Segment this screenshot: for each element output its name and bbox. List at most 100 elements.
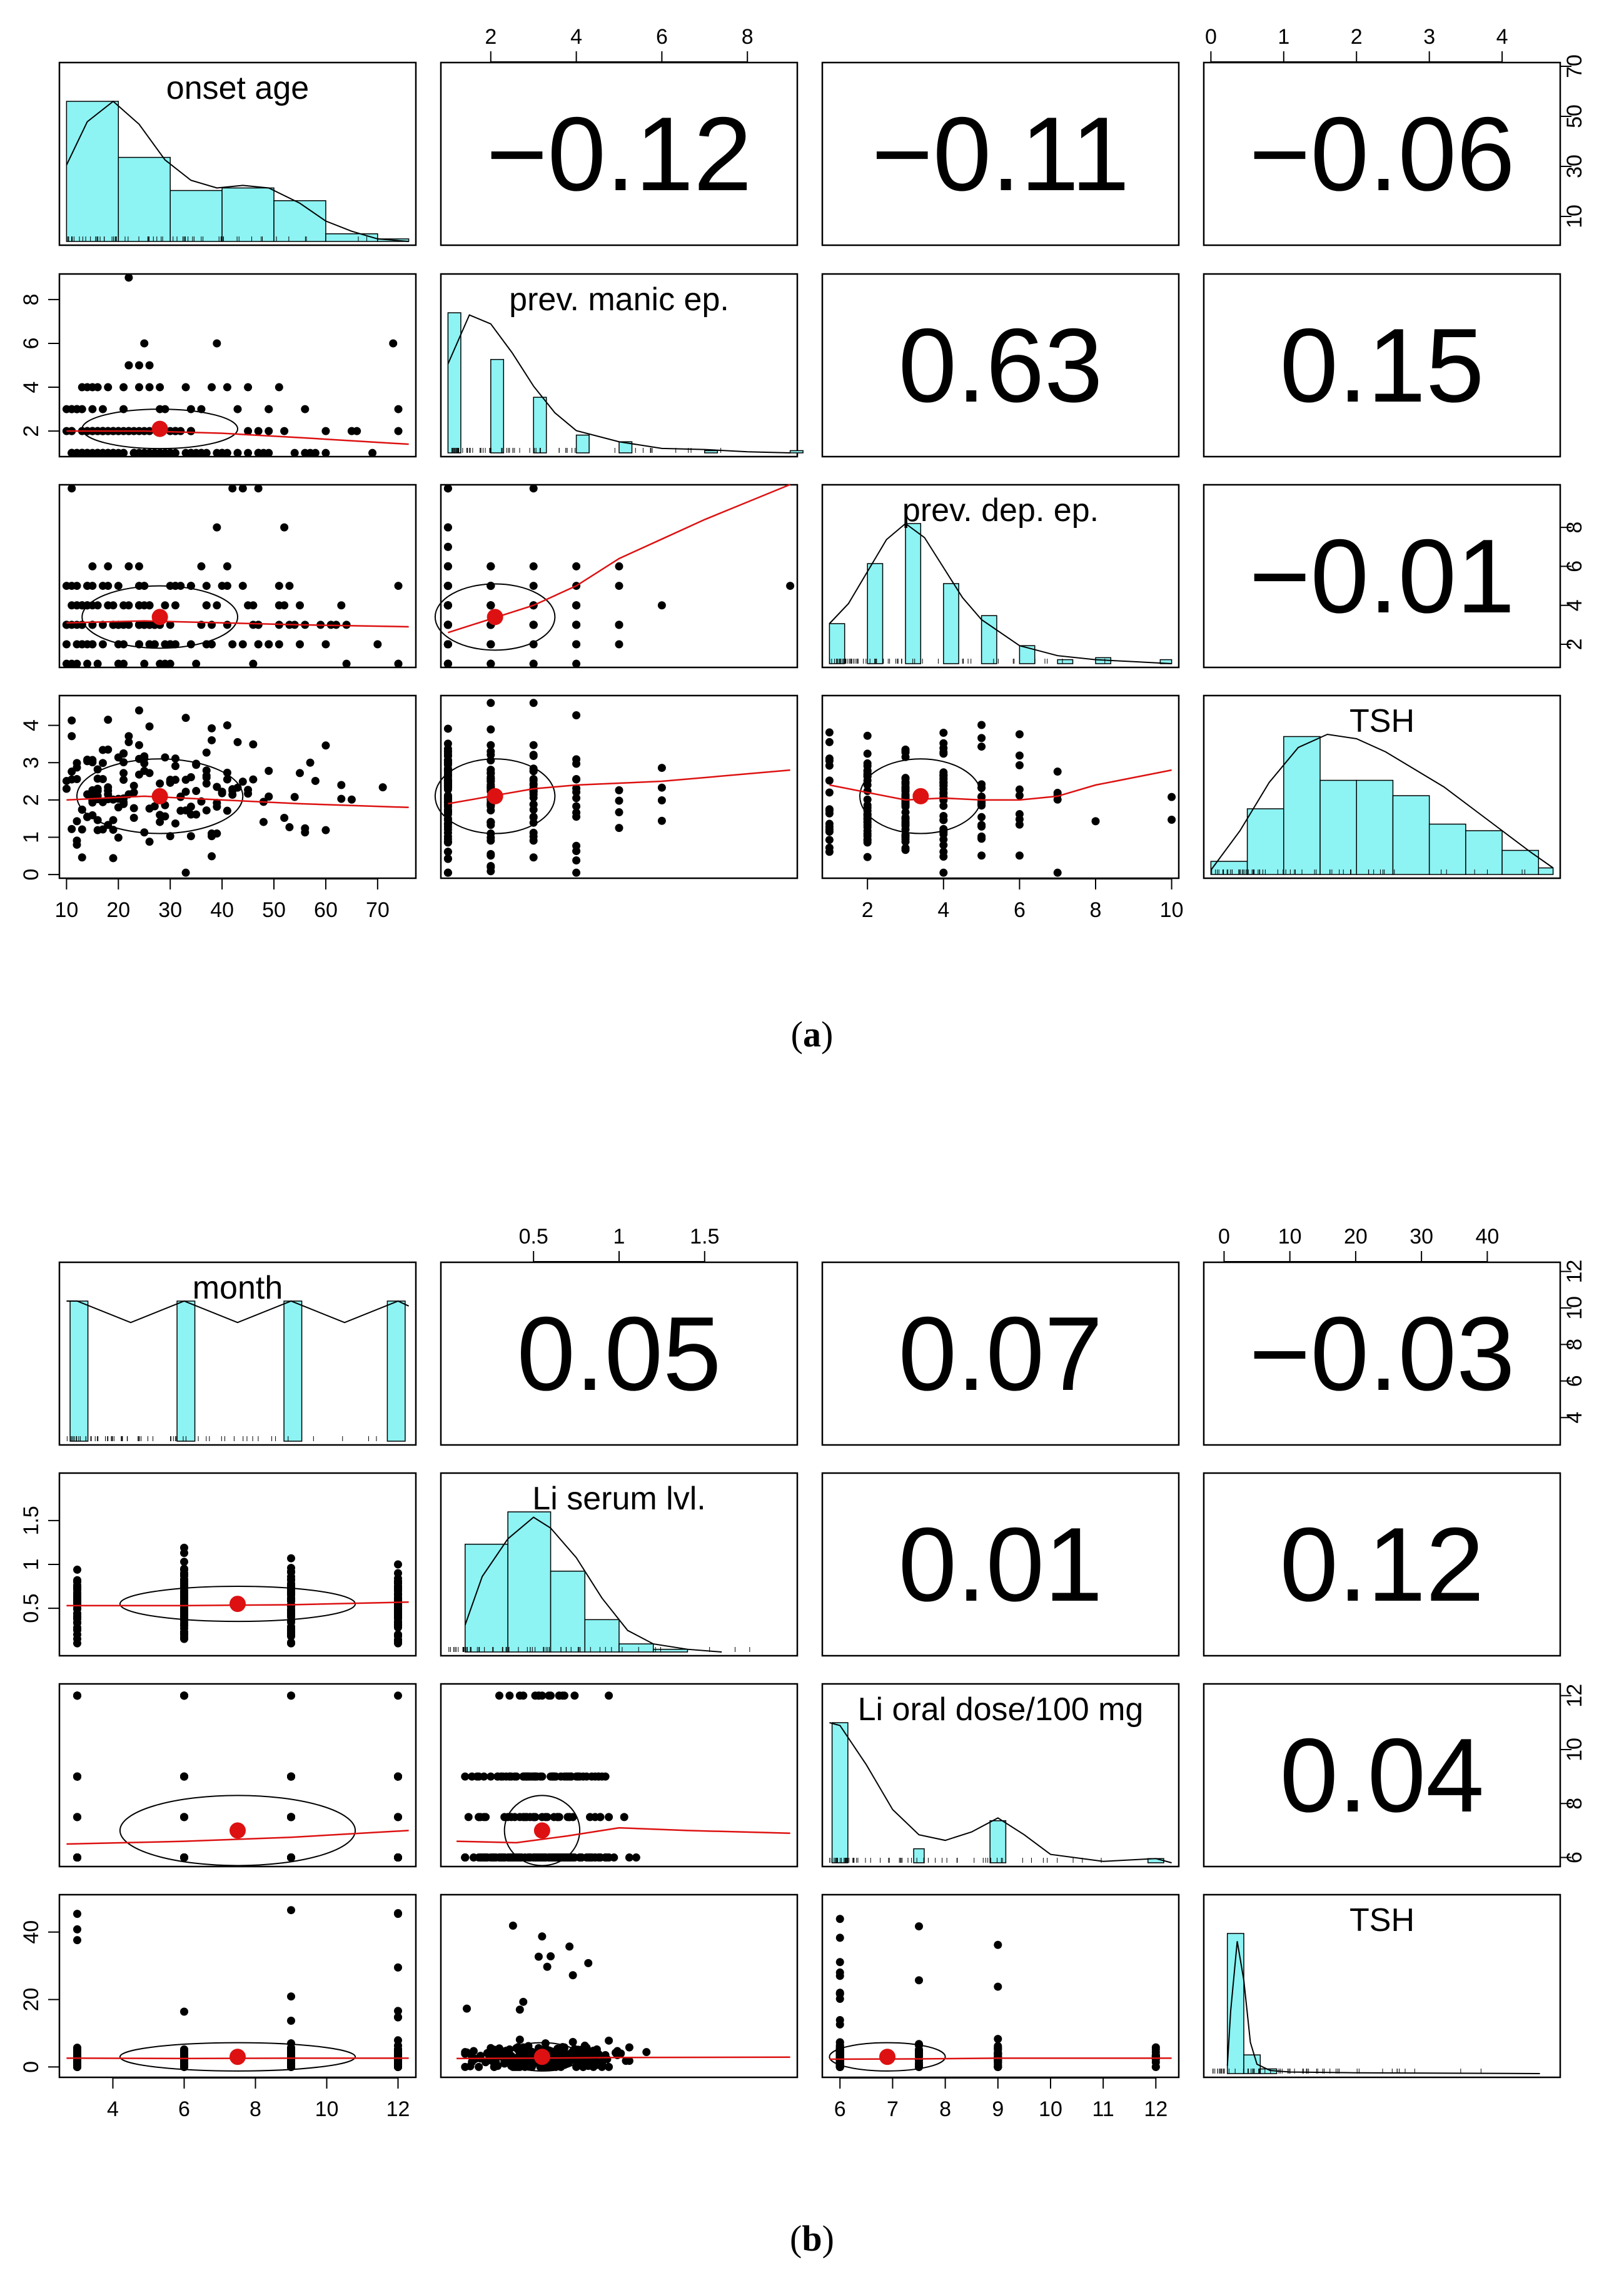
- data-point: [171, 754, 180, 763]
- hist-bar: [176, 1300, 196, 1442]
- data-point: [129, 804, 138, 813]
- data-point: [119, 659, 128, 668]
- data-point: [557, 1772, 565, 1781]
- panel-frame: [821, 273, 1180, 458]
- data-point: [508, 1922, 517, 1930]
- tick-label: 12: [1144, 2097, 1168, 2121]
- data-point: [104, 383, 113, 392]
- data-point: [863, 766, 872, 775]
- panel-frame: [1203, 273, 1561, 458]
- data-point: [213, 601, 221, 610]
- centroid-point: [151, 420, 168, 437]
- data-point: [487, 1772, 495, 1781]
- data-point: [529, 828, 538, 837]
- data-point: [213, 339, 221, 348]
- panel-frame: [1203, 694, 1561, 879]
- data-point: [228, 786, 237, 795]
- tick-label: 40: [19, 1920, 43, 1944]
- tick-label: 3: [1423, 25, 1435, 49]
- data-point: [461, 2062, 470, 2071]
- data-point: [825, 776, 834, 785]
- tick-label: 8: [1563, 522, 1586, 534]
- data-point: [541, 1853, 550, 1862]
- data-point: [213, 523, 221, 532]
- data-point: [835, 1958, 844, 1967]
- data-point: [287, 1628, 295, 1637]
- tick-label: 30: [1563, 155, 1586, 178]
- density-curve: [464, 1516, 722, 1653]
- data-point: [443, 601, 452, 610]
- axis-bottom-var0: 10 20 30 40 50 60 70: [54, 878, 390, 922]
- data-point: [462, 2004, 471, 2013]
- data-point: [287, 1691, 295, 1700]
- data-point: [567, 2055, 575, 2064]
- data-point: [522, 1813, 531, 1822]
- panel-frame: [440, 1683, 799, 1868]
- data-point: [213, 803, 221, 811]
- data-point: [73, 1581, 81, 1590]
- data-point: [254, 427, 263, 435]
- data-point: [301, 405, 310, 413]
- data-point: [186, 832, 195, 841]
- data-point: [572, 847, 581, 856]
- data-point: [487, 699, 495, 707]
- data-point: [166, 832, 174, 841]
- axis-top-var1: 0.5 1 1.5: [519, 1225, 719, 1262]
- data-point: [249, 740, 258, 749]
- data-point: [145, 769, 154, 778]
- data-point: [287, 1596, 295, 1604]
- hist-bar: [1356, 779, 1394, 875]
- axis-top-var1: 2 4 6 8: [485, 25, 754, 63]
- data-point: [939, 775, 948, 784]
- data-point: [145, 383, 154, 392]
- loess-fit-line: [66, 430, 409, 445]
- matrix-b: month 0.05 0.07 −0.03 Li serum lvl. 0.01 0.12 L…: [19, 1225, 1586, 2121]
- panel-2-2: Li oral dose/100 mg: [821, 1683, 1180, 1868]
- data-point: [166, 659, 174, 668]
- data-point: [68, 659, 76, 668]
- data-point: [939, 781, 948, 789]
- data-point: [285, 823, 294, 831]
- data-point: [487, 751, 495, 759]
- data-point: [114, 753, 123, 762]
- panel-frame: [58, 61, 417, 246]
- variable-label: prev. dep. ep.: [902, 492, 1099, 529]
- panel-3-2: [821, 694, 1180, 879]
- tick-label: 40: [1475, 1225, 1499, 1249]
- data-point: [825, 788, 834, 797]
- loess-fit-line: [829, 2057, 1172, 2060]
- data-point: [977, 834, 986, 843]
- correlation-value: 0.01: [899, 1506, 1103, 1623]
- hist-bar: [1246, 808, 1284, 875]
- panel-2-3: 0.04: [1203, 1683, 1561, 1868]
- variable-label: TSH: [1349, 1902, 1415, 1938]
- data-point: [78, 405, 86, 413]
- data-point: [598, 2062, 607, 2071]
- data-point: [156, 659, 164, 668]
- caption-b: (b): [790, 2218, 834, 2259]
- data-point: [394, 2007, 402, 2015]
- tick-label: 6: [1563, 1852, 1586, 1863]
- data-point: [202, 779, 211, 788]
- data-point: [915, 2047, 924, 2055]
- tick-label: 2: [19, 794, 43, 806]
- data-point: [461, 1772, 470, 1781]
- data-point: [78, 601, 86, 610]
- panel-frame: [821, 694, 1180, 879]
- data-point: [166, 448, 174, 457]
- data-point: [73, 1925, 81, 1933]
- data-point: [223, 768, 231, 777]
- data-point: [464, 1813, 473, 1822]
- axis-right-var0: 4 6 8 10 12: [1560, 1260, 1586, 1424]
- data-point: [238, 778, 247, 786]
- data-point: [171, 427, 180, 435]
- centroid-point: [533, 1822, 550, 1839]
- data-point: [579, 2062, 588, 2071]
- data-point: [73, 1772, 81, 1781]
- data-point: [565, 1942, 574, 1951]
- data-point: [592, 2057, 601, 2066]
- data-point: [73, 836, 81, 845]
- data-point: [443, 542, 452, 551]
- density-curve: [829, 1722, 1172, 1863]
- data-point: [134, 562, 143, 570]
